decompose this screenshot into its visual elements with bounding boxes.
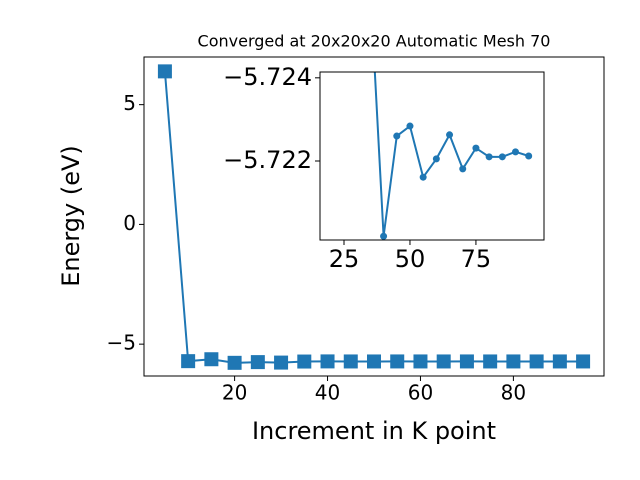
x-tick-label: 20: [222, 381, 247, 405]
marker: [576, 354, 591, 369]
chart-title: Converged at 20x20x20 Automatic Mesh 70: [198, 32, 551, 51]
axes-frame: [319, 71, 545, 241]
axes-frame: [143, 56, 605, 377]
marker: [227, 355, 242, 370]
marker: [512, 148, 520, 156]
marker: [250, 355, 265, 370]
marker: [406, 122, 414, 130]
plot-area: [157, 64, 591, 370]
x-axis-label: Increment in K point: [252, 417, 496, 445]
marker: [485, 153, 493, 161]
marker: [343, 354, 358, 369]
x-tick-label: 25: [329, 245, 360, 273]
marker: [525, 152, 533, 160]
marker: [432, 155, 440, 163]
y-tick-label: −5.722: [223, 146, 312, 174]
marker: [419, 173, 427, 181]
marker: [367, 354, 381, 369]
marker: [181, 354, 196, 369]
marker: [459, 165, 467, 173]
marker: [483, 354, 498, 369]
marker: [413, 354, 428, 369]
plot-area: [373, 72, 533, 240]
x-tick-label: 60: [408, 381, 433, 405]
y-tick-label: −5: [107, 331, 136, 355]
marker: [472, 144, 480, 152]
marker: [436, 354, 451, 369]
marker: [529, 354, 544, 369]
y-tick-label: 0: [123, 211, 136, 235]
y-tick-label: −5.724: [223, 63, 312, 91]
marker: [320, 354, 335, 369]
y-tick-label: 5: [123, 91, 136, 115]
inset-background: [320, 72, 544, 240]
marker: [498, 153, 506, 161]
marker: [274, 355, 289, 370]
marker: [297, 354, 312, 369]
marker: [393, 132, 401, 140]
marker: [446, 131, 454, 139]
x-tick-label: 75: [461, 245, 492, 273]
x-tick-label: 50: [395, 245, 426, 273]
marker: [204, 352, 219, 367]
marker: [157, 64, 172, 79]
marker: [506, 354, 521, 369]
marker: [552, 354, 567, 369]
y-axis-label: Energy (eV): [57, 145, 85, 287]
x-tick-label: 40: [315, 381, 340, 405]
marker: [380, 232, 388, 240]
marker: [390, 354, 405, 369]
marker: [459, 354, 474, 369]
x-tick-label: 80: [501, 381, 526, 405]
